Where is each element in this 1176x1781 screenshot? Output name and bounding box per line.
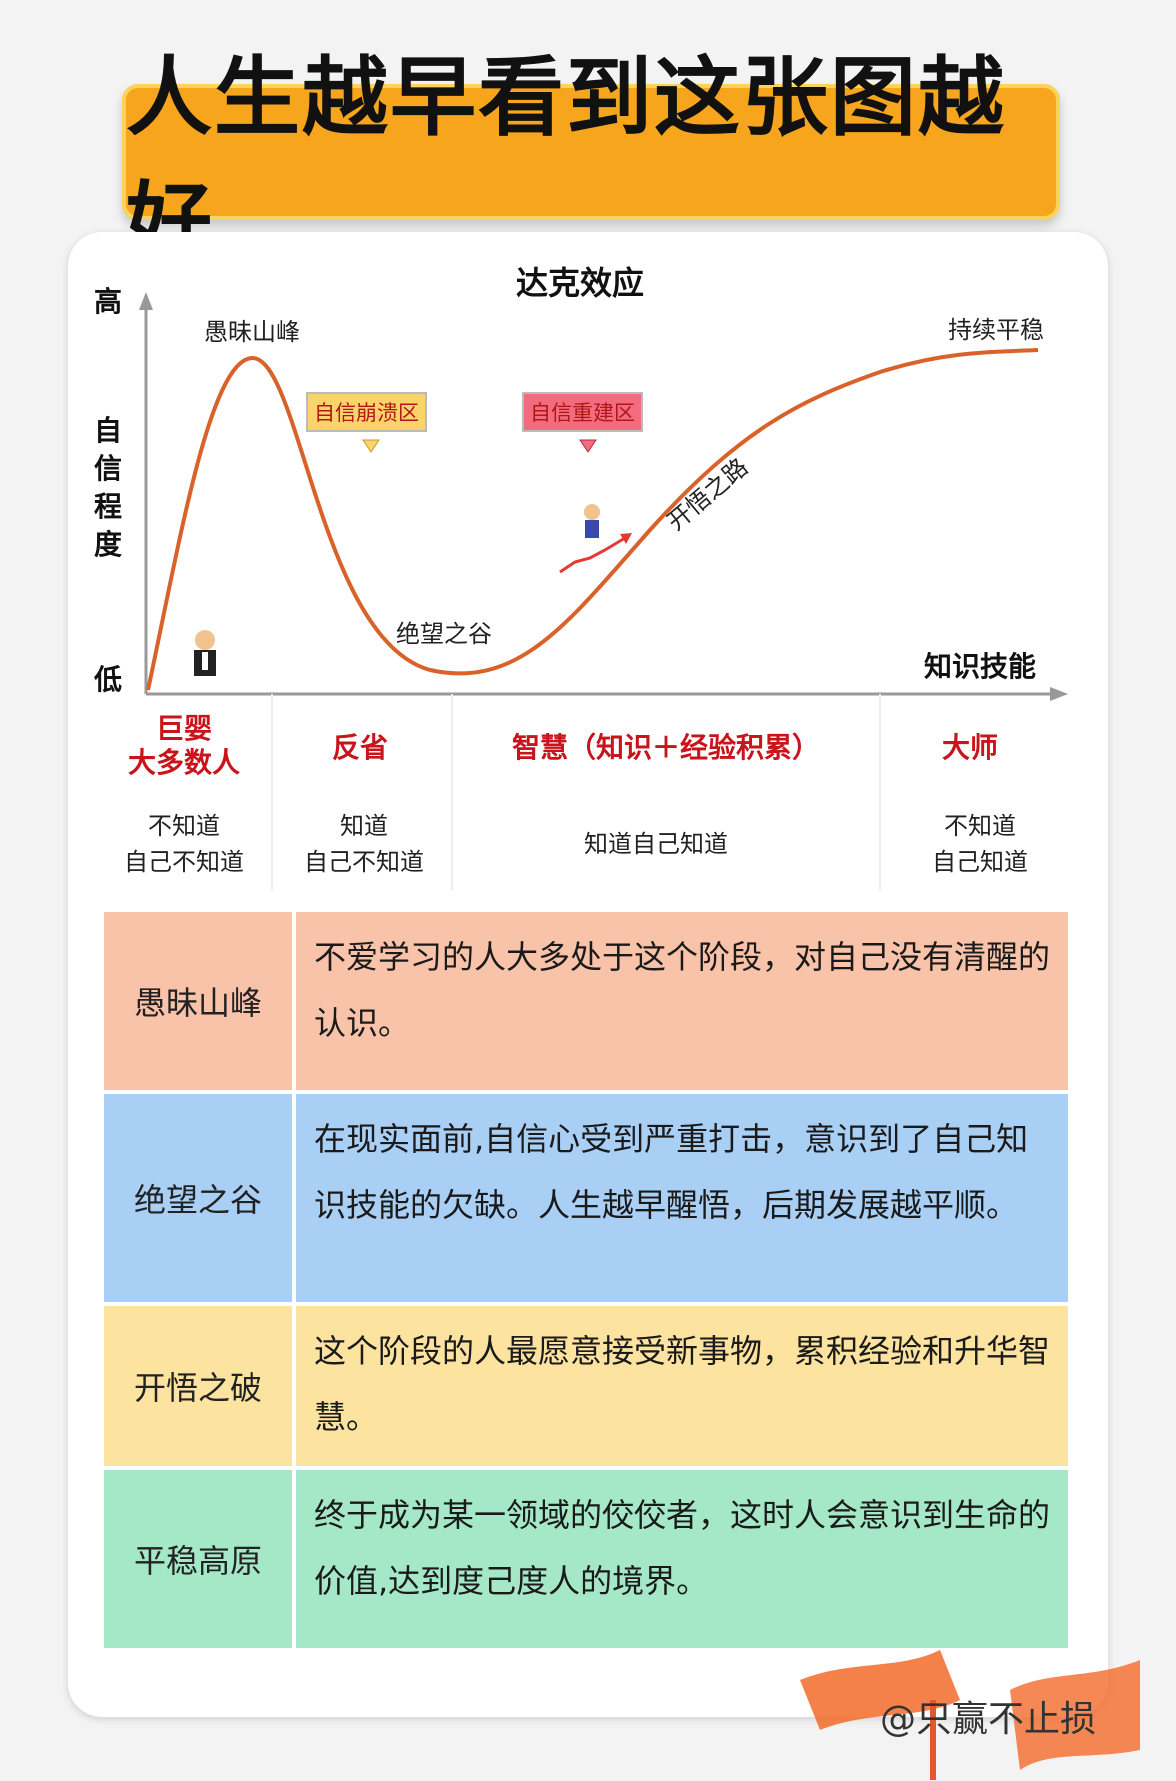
y-axis-label: 自信程度	[88, 412, 128, 564]
y-axis-high-label: 高	[93, 285, 122, 318]
row-name: 开悟之破	[104, 1306, 296, 1466]
y-axis-label-text: 自信程度	[93, 414, 122, 561]
row-description: 不爱学习的人大多处于这个阶段，对自己没有清醒的认识。	[314, 938, 1051, 1042]
x-axis-label: 知识技能	[923, 650, 1036, 683]
table-row: 开悟之破 这个阶段的人最愿意接受新事物，累积经验和升华智慧。	[104, 1306, 1068, 1470]
rebuild-zone-tag: 自信重建区	[522, 392, 643, 432]
rebuild-marker-icon	[579, 439, 597, 453]
stage-knowledge-line: 不知道	[148, 812, 220, 840]
row-description: 在现实面前,自信心受到严重打击，意识到了自己知识技能的欠缺。人生越早醒悟，后期发…	[314, 1120, 1029, 1224]
stage-name-line: 巨婴	[155, 712, 212, 745]
confidence-curve	[146, 348, 1039, 691]
stage-knowledge-line: 知道	[340, 812, 388, 840]
stage-name: 智慧（知识＋经验积累）	[511, 731, 820, 764]
stage-description-table: 愚昧山峰 不爱学习的人大多处于这个阶段，对自己没有清醒的认识。 绝望之谷 在现实…	[104, 912, 1068, 1652]
table-row: 绝望之谷 在现实面前,自信心受到严重打击，意识到了自己知识技能的欠缺。人生越早醒…	[104, 1094, 1068, 1306]
stage-knowledge: 知道自己知道	[584, 830, 728, 858]
peak-label: 愚昧山峰	[204, 318, 300, 346]
stage-knowledge: 知道 自己不知道	[284, 808, 444, 880]
collapse-marker-icon	[362, 439, 380, 453]
climbing-person-icon	[559, 504, 632, 574]
stage-name: 大师	[941, 731, 998, 764]
person-figure-icon	[194, 630, 216, 676]
stage-knowledge-line: 自己不知道	[124, 848, 244, 876]
watermark: @只赢不止损	[880, 1699, 1097, 1740]
y-axis-arrow	[139, 292, 153, 310]
stage-knowledge: 不知道 自己不知道	[104, 808, 264, 880]
stage-knowledge: 不知道 自己知道	[900, 808, 1060, 880]
stage-name-line: 大多数人	[127, 746, 240, 779]
table-row: 愚昧山峰 不爱学习的人大多处于这个阶段，对自己没有清醒的认识。	[104, 912, 1068, 1094]
title-banner: 人生越早看到这张图越好	[122, 48, 1060, 273]
plateau-label: 持续平稳	[948, 316, 1044, 344]
row-name: 绝望之谷	[104, 1094, 296, 1302]
dunning-kruger-chart	[139, 292, 1068, 890]
flag-decoration-icon	[800, 1650, 1140, 1780]
stage-knowledge-line: 自己不知道	[304, 848, 424, 876]
table-row: 平稳高原 终于成为某一领域的佼佼者，这时人会意识到生命的价值,达到度己度人的境界…	[104, 1470, 1068, 1652]
chart-title: 达克效应	[515, 264, 644, 302]
row-description: 终于成为某一领域的佼佼者，这时人会意识到生命的价值,达到度己度人的境界。	[314, 1496, 1051, 1600]
row-name: 平稳高原	[104, 1470, 296, 1648]
stage-knowledge-line: 不知道	[944, 812, 1016, 840]
stage-name: 反省	[331, 731, 388, 764]
row-description: 这个阶段的人最愿意接受新事物，累积经验和升华智慧。	[314, 1332, 1051, 1436]
stage-name: 巨婴 大多数人	[110, 712, 258, 780]
row-name: 愚昧山峰	[104, 912, 296, 1090]
x-axis-arrow	[1050, 687, 1068, 701]
stage-knowledge-line: 自己知道	[932, 848, 1028, 876]
valley-label: 绝望之谷	[396, 620, 492, 648]
collapse-zone-tag: 自信崩溃区	[306, 392, 427, 432]
y-axis-low-label: 低	[93, 663, 122, 696]
